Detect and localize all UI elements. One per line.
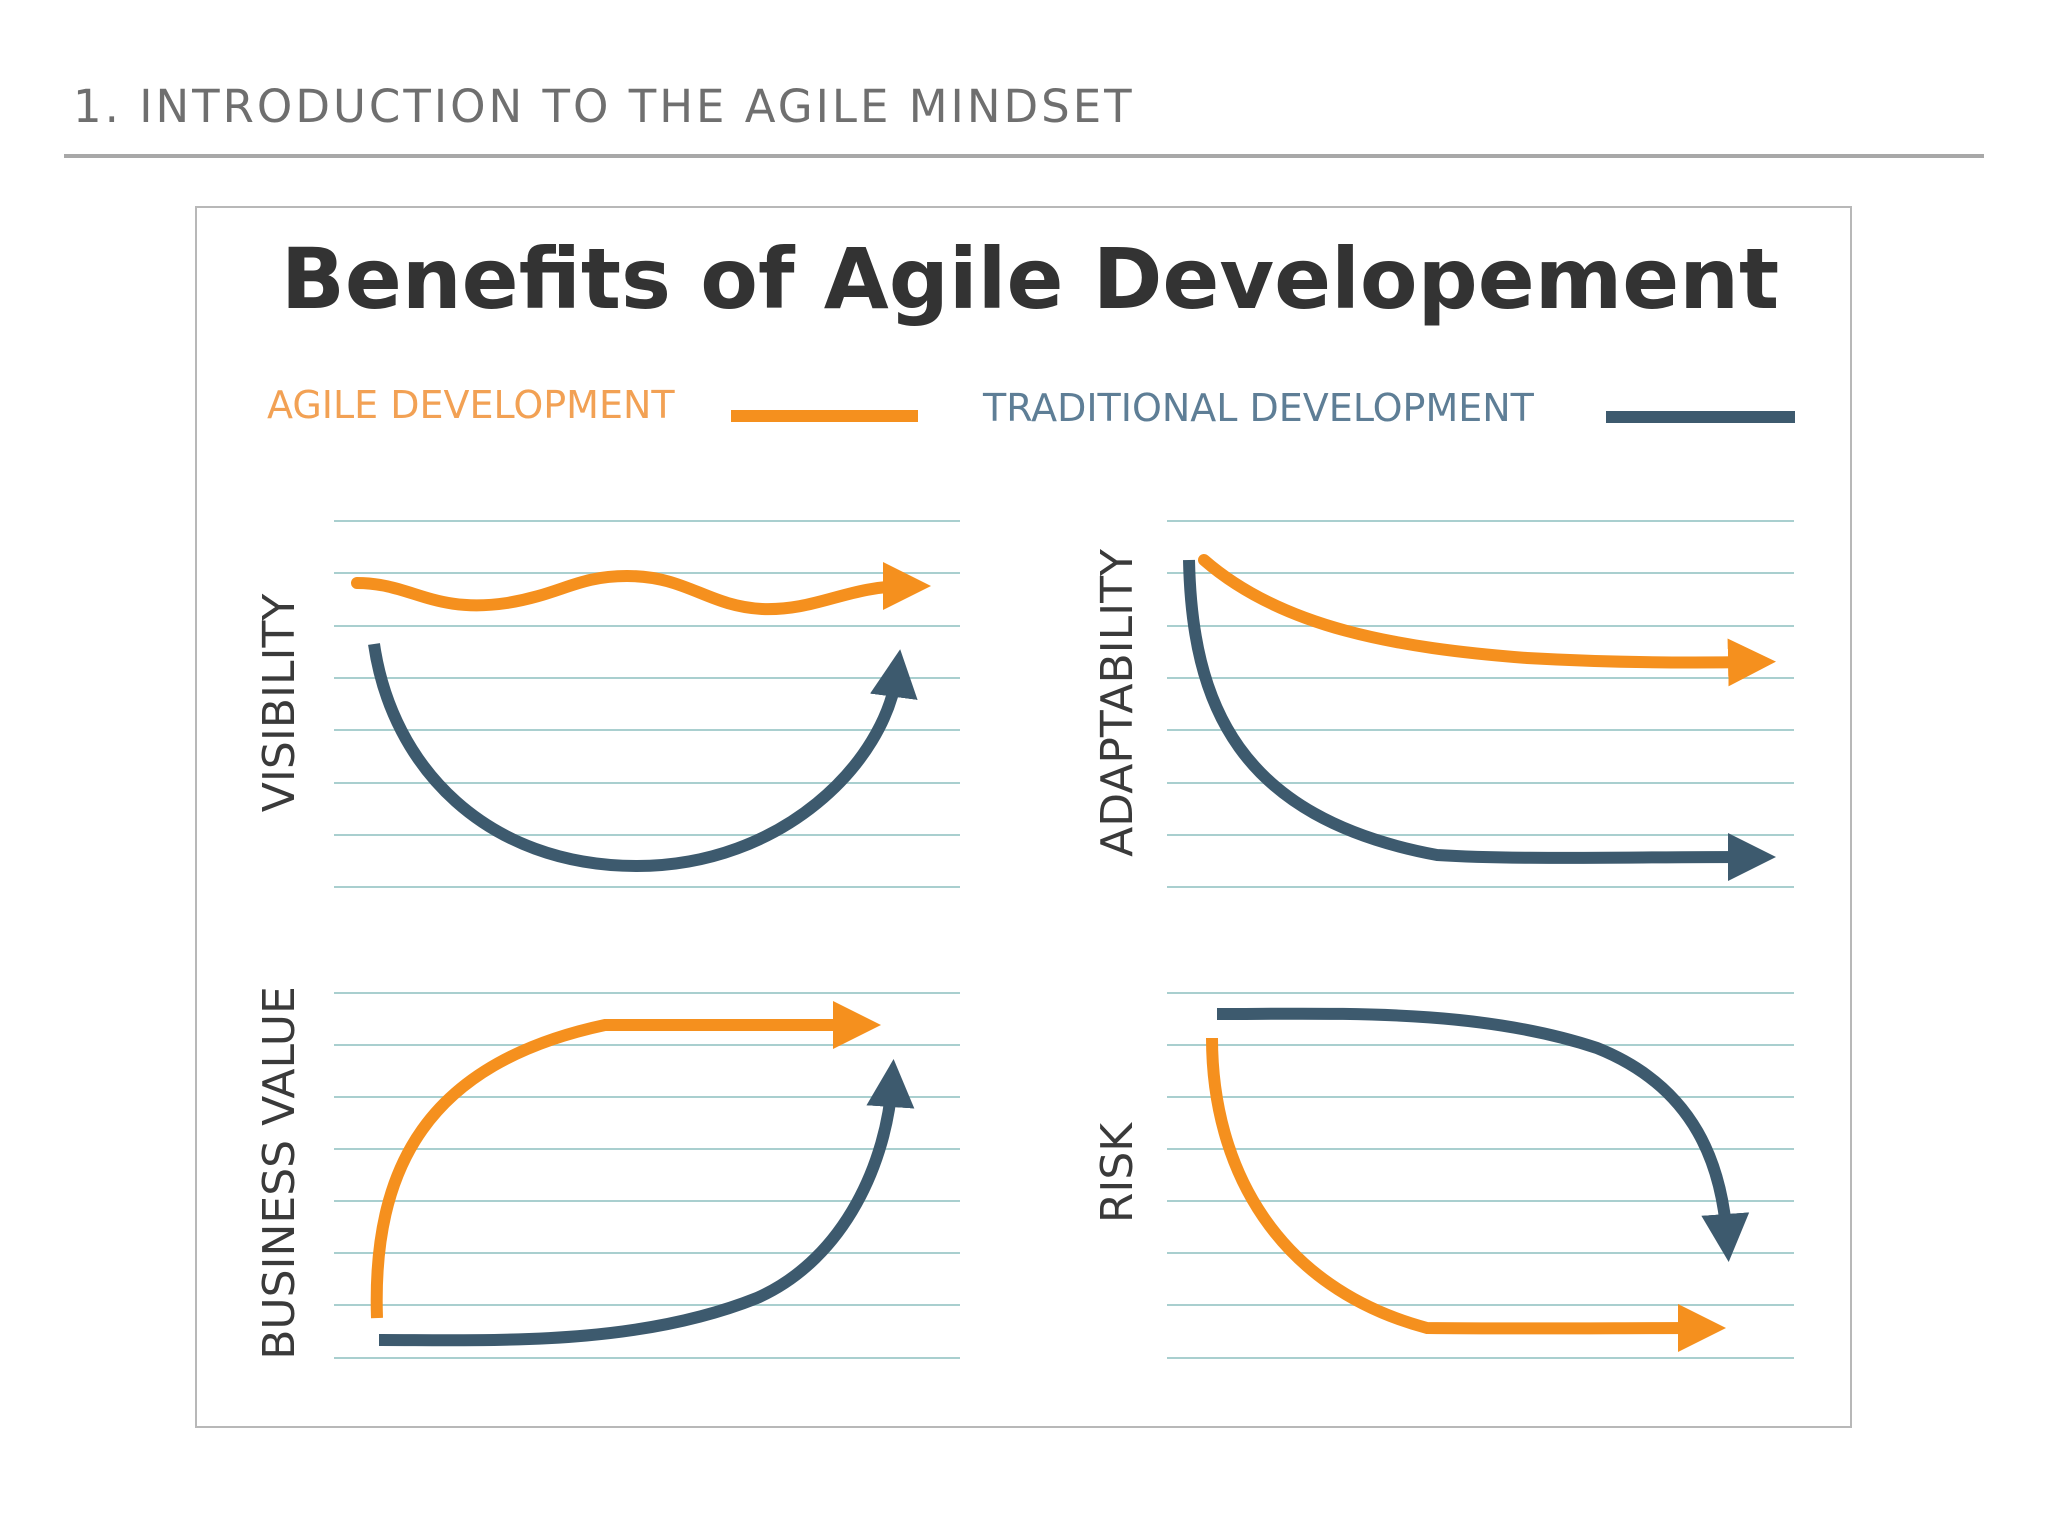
header-divider [64, 154, 1984, 158]
axis-label-risk: RISK [1092, 1122, 1143, 1223]
legend-traditional-label: TRADITIONAL DEVELOPMENT [982, 386, 1535, 430]
axis-label-adaptability: ADAPTABILITY [1092, 549, 1143, 857]
panel-risk: RISK [1092, 992, 1794, 1359]
traditional-curve-risk [1216, 1007, 1750, 1262]
figure-title: Benefits of Agile Developement [281, 230, 1779, 328]
agile-benefits-diagram: Benefits of Agile Developement AGILE DEV… [254, 230, 1795, 1360]
figure-frame: Benefits of Agile Developement AGILE DEV… [195, 206, 1852, 1428]
panel-adaptability: ADAPTABILITY [1092, 520, 1794, 888]
slide-header: 1. INTRODUCTION TO THE AGILE MINDSET [73, 80, 1135, 133]
gridlines [1167, 520, 1794, 888]
axis-label-business-value: BUSINESS VALUE [254, 986, 305, 1360]
panel-visibility: VISIBILITY [254, 520, 960, 888]
agile-curve-risk [1206, 1037, 1726, 1353]
gridlines [1167, 992, 1794, 1359]
traditional-curve-visibility [368, 643, 918, 873]
axis-label-visibility: VISIBILITY [254, 594, 305, 813]
agile-curve-business-value [370, 1001, 881, 1319]
traditional-curve-adaptability [1183, 559, 1776, 882]
panel-business-value: BUSINESS VALUE [254, 986, 960, 1360]
traditional-curve-business-value [378, 1059, 915, 1347]
gridlines [334, 520, 960, 888]
legend-agile-label: AGILE DEVELOPMENT [267, 383, 675, 427]
agile-curve-visibility [351, 562, 931, 616]
agile-curve-adaptability [1198, 554, 1776, 687]
